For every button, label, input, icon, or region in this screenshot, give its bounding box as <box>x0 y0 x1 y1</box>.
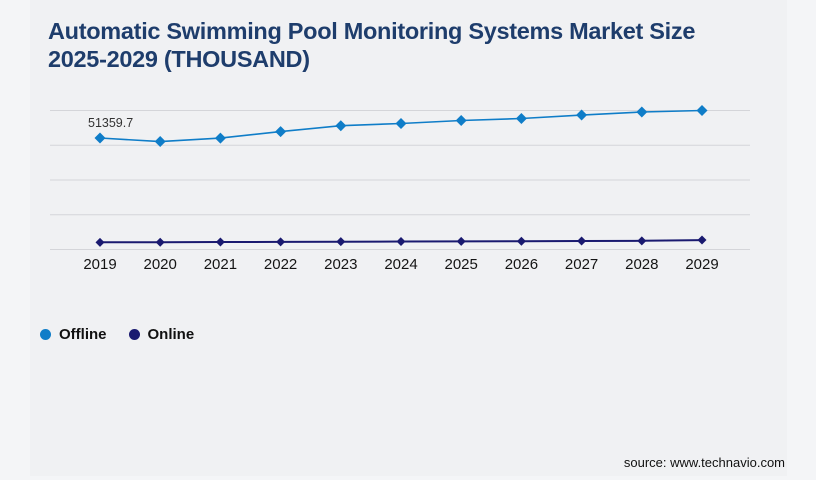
online-data-point-marker <box>95 237 105 247</box>
offline-data-point-marker <box>335 120 347 132</box>
x-axis-label: 2020 <box>144 256 177 273</box>
online-data-point-marker <box>155 237 165 247</box>
offline-data-point-marker <box>395 118 407 130</box>
data-point-label: 51359.7 <box>88 116 133 130</box>
online-data-point-marker <box>516 236 526 246</box>
online-series-dot-icon <box>128 329 140 340</box>
x-axis-label: 2026 <box>505 256 538 273</box>
online-data-point-marker <box>276 237 286 247</box>
legend-label-offline: Offline <box>59 326 107 343</box>
online-data-point-marker <box>637 236 647 246</box>
chart-title-line1: Automatic Swimming Pool Monitoring Syste… <box>48 18 696 44</box>
x-axis-label: 2029 <box>685 256 718 273</box>
source-attribution: source: www.technavio.com <box>623 455 785 470</box>
x-axis-label: 2028 <box>625 256 658 273</box>
online-data-point-marker <box>215 237 225 247</box>
legend-item-offline: Offline <box>40 326 107 343</box>
online-data-point-marker <box>456 236 466 246</box>
x-axis-label: 2027 <box>565 256 598 273</box>
offline-series-dot-icon <box>40 329 51 340</box>
x-axis-label: 2022 <box>264 256 297 273</box>
offline-data-point-marker <box>636 106 648 118</box>
chart-legend: Offline Online <box>40 326 194 343</box>
chart-title: Automatic Swimming Pool Monitoring Syste… <box>48 17 778 73</box>
legend-label-online: Online <box>147 326 195 343</box>
offline-data-point-marker <box>214 132 226 144</box>
offline-data-point-marker <box>275 126 287 138</box>
x-axis-label: 2021 <box>204 256 237 273</box>
legend-item-online: Online <box>128 326 195 343</box>
online-data-point-marker <box>336 237 346 247</box>
offline-data-point-marker <box>154 136 166 148</box>
x-axis-label: 2024 <box>384 256 417 273</box>
x-axis-label: 2023 <box>324 256 357 273</box>
offline-data-point-marker <box>455 114 467 126</box>
chart-title-line2: 2025-2029 (THOUSAND) <box>48 46 310 72</box>
online-data-point-marker <box>577 236 587 246</box>
offline-data-point-marker <box>696 105 708 116</box>
online-data-point-marker <box>396 236 406 246</box>
offline-data-point-marker <box>576 109 588 121</box>
x-axis-label: 2025 <box>445 256 478 273</box>
chart-panel <box>30 0 787 476</box>
online-data-point-marker <box>697 235 707 245</box>
offline-data-point-marker <box>515 113 527 125</box>
x-axis-label: 2019 <box>83 256 116 273</box>
offline-data-point-marker <box>94 132 106 144</box>
